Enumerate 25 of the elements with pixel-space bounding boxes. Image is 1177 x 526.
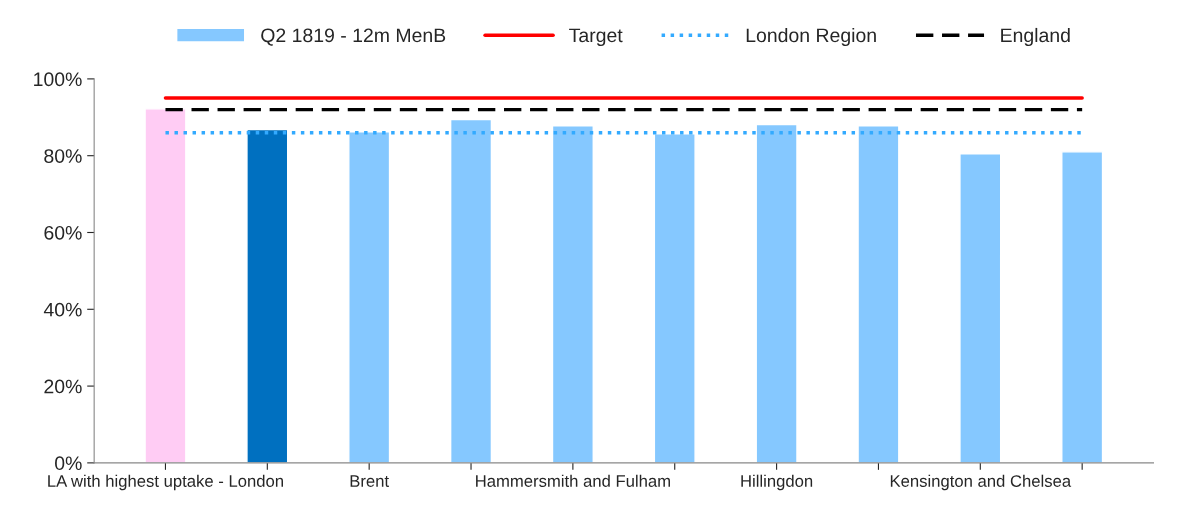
- bar: [449, 118, 493, 463]
- x-tick-label: Hammersmith and Fulham: [476, 474, 670, 487]
- bar: [144, 108, 187, 463]
- bar: [857, 125, 900, 463]
- x-tick-label: LA with highest uptake - London: [48, 474, 283, 491]
- y-tick-label: 100%: [34, 72, 82, 87]
- bar: [348, 131, 391, 463]
- y-tick-label: 40%: [43, 302, 82, 317]
- legend-label: England: [1001, 27, 1070, 47]
- x-tick-label: Hillingdon: [741, 474, 813, 491]
- legend-label: Q2 1819 - 12m MenB: [261, 28, 446, 46]
- y-tick-label: 60%: [44, 225, 82, 240]
- bar: [959, 153, 1002, 463]
- y-tick-label: 0%: [55, 456, 82, 471]
- bar: [246, 128, 289, 463]
- bar: [755, 123, 798, 463]
- legend-label: London Region: [746, 27, 876, 47]
- y-tick-label: 20%: [44, 379, 82, 394]
- x-tick-label: Kensington and Chelsea: [890, 474, 1072, 491]
- bar: [551, 125, 594, 463]
- legend-label: Target: [569, 28, 623, 47]
- y-tick-label: 80%: [44, 149, 82, 163]
- x-tick-label: Brent: [350, 475, 389, 487]
- bar: [1061, 151, 1104, 463]
- bar: [653, 133, 696, 463]
